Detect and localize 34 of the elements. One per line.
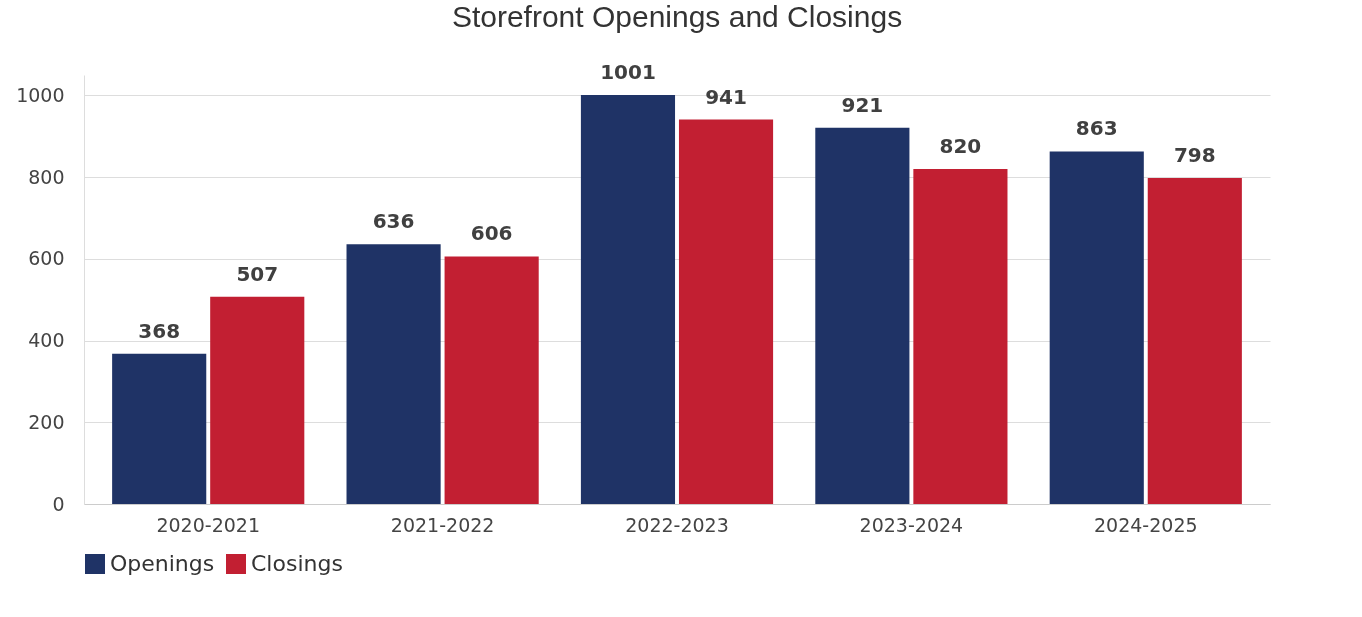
y-tick-label: 400 [28,329,65,352]
y-tick-label: 800 [28,165,65,188]
data-label: 606 [470,221,513,246]
data-label: 820 [939,133,982,158]
data-label: 941 [705,84,747,109]
bar [815,127,910,504]
bar [444,256,539,504]
y-tick-label: 200 [28,410,65,433]
legend-label: Openings [110,551,215,576]
x-tick-label: 2020-2021 [156,513,261,536]
y-tick-label: 1000 [16,83,65,106]
y-tick-label: 600 [28,247,65,270]
bar [346,244,441,504]
legend-label: Closings [251,551,343,576]
data-label: 636 [372,209,415,234]
bar [1049,151,1144,504]
data-label: 1001 [600,60,656,85]
bar [1147,177,1242,504]
x-tick-label: 2024-2025 [1093,513,1198,536]
bar [913,168,1008,504]
data-label: 863 [1075,116,1118,141]
x-tick-label: 2021-2022 [390,513,495,536]
data-label: 798 [1173,142,1216,167]
x-tick-label: 2023-2024 [859,513,964,536]
data-label: 921 [841,92,884,117]
bar [210,296,305,504]
data-label: 507 [236,261,279,286]
chart-title: Storefront Openings and Closings [451,0,903,34]
bar [678,119,774,504]
x-tick-label: 2022-2023 [625,513,729,536]
y-tick-label: 0 [52,492,65,515]
bar [580,95,676,504]
data-label: 368 [138,318,181,343]
bar [112,353,207,504]
